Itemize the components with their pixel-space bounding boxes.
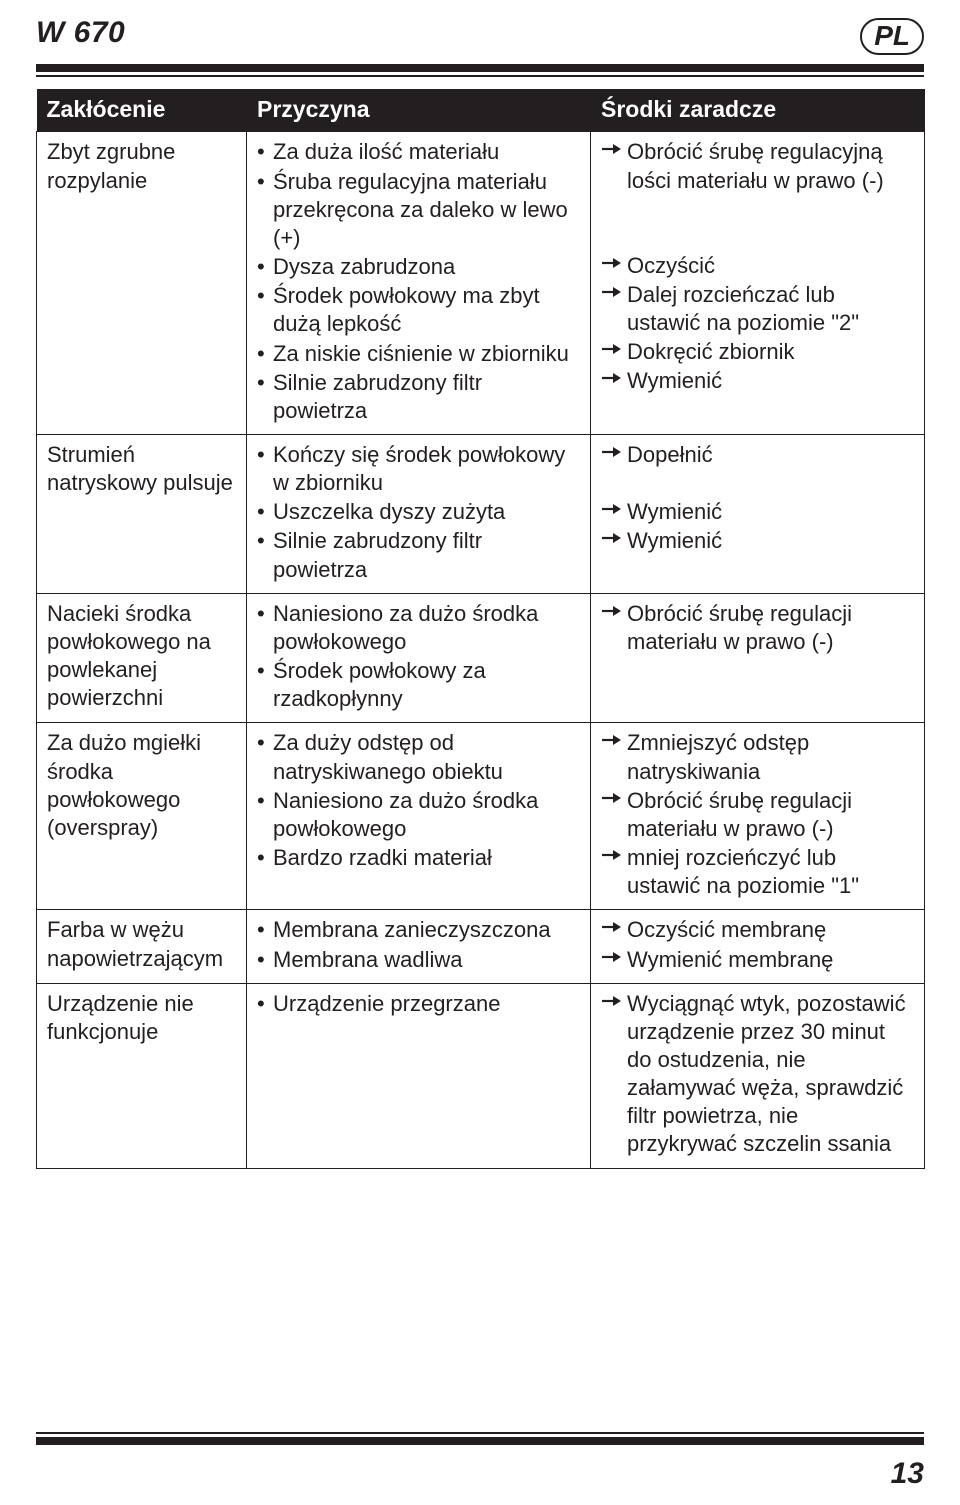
remedy-item: Dokręcić zbiornik [601,338,914,366]
cause-cell: Za duża ilość materiałuŚruba regulacyjna… [247,132,591,435]
cause-item: Silnie zabrudzony filtr powietrza [257,369,580,425]
table-row: Zbyt zgrubne rozpylanieZa duża ilość mat… [37,132,925,435]
remedy-item: Dalej rozcieńczać lub ustawić na poziomi… [601,281,914,337]
issue-cell: Strumień natryskowy pulsuje [37,435,247,594]
remedy-cell: Zmniejszyć odstęp natryskiwaniaObrócić ś… [591,723,925,910]
cause-item: Śruba regulacyjna materiału przekręcona … [257,168,580,252]
table-row: Nacieki środka powłokowego na powlekanej… [37,593,925,723]
arrow-right-icon [601,442,621,464]
cause-item: Dysza zabrudzona [257,253,580,281]
col-issue: Zakłócenie [37,89,247,132]
cause-cell: Za duży odstęp od natryskiwanego obiektu… [247,723,591,910]
remedy-item: Wymienić [601,498,914,526]
table-row: Urządzenie nie funkcjonuje Urządzenie prz… [37,983,925,1168]
remedy-item: Dopełnić [601,441,914,469]
arrow-right-icon [601,139,621,161]
remedy-cell: Dopełnić WymienićWymienić [591,435,925,594]
arrow-right-icon [601,601,621,623]
cause-cell: Kończy się środek powłokowy w zbiornikuU… [247,435,591,594]
arrow-right-icon [601,499,621,521]
remedy-cell: Obrócić śrubę regulacji materiału w praw… [591,593,925,723]
table-row: Farba w wężu napowietrzającymMembrana za… [37,910,925,983]
arrow-right-icon [601,788,621,810]
language-badge: PL [860,18,924,55]
cause-item: Membrana zanieczyszczona [257,916,580,944]
remedy-item: Wymienić membranę [601,946,914,974]
arrow-right-icon [601,845,621,867]
table-row: Strumień natryskowy pulsujeKończy się śr… [37,435,925,594]
troubleshooting-table: Zakłócenie Przyczyna Środki zaradcze Zby… [36,89,925,1169]
arrow-right-icon [601,253,621,275]
remedy-item: Obrócić śrubę regulacji materiału w praw… [601,787,914,843]
remedy-cell: Oczyścić membranęWymienić membranę [591,910,925,983]
page-number: 13 [891,1457,924,1491]
arrow-right-icon [601,991,621,1013]
model-label: W 670 [36,18,125,48]
remedy-item: Obrócić śrubę regulacji materiału w praw… [601,600,914,656]
cause-item: Kończy się środek powłokowy w zbiorniku [257,441,580,497]
table-row: Za dużo mgiełki środka powłokowego (over… [37,723,925,910]
arrow-right-icon [601,368,621,390]
remedy-item: Zmniejszyć odstęp natryskiwania [601,729,914,785]
cause-cell: Membrana zanieczyszczonaMembrana wadliwa [247,910,591,983]
remedy-item: Wymienić [601,527,914,555]
issue-cell: Farba w wężu napowietrzającym [37,910,247,983]
arrow-right-icon [601,339,621,361]
table-header-row: Zakłócenie Przyczyna Środki zaradcze [37,89,925,132]
remedy-item: Wymienić [601,367,914,395]
issue-cell: Za dużo mgiełki środka powłokowego (over… [37,723,247,910]
cause-item: Uszczelka dyszy zużyta [257,498,580,526]
cause-item: Bardzo rzadki materiał [257,844,580,872]
cause-item: Środek powłokowy za rzadkopłynny [257,657,580,713]
issue-cell: Urządzenie nie funkcjonuje [37,983,247,1168]
remedy-item: Oczyścić membranę [601,916,914,944]
cause-item: Za duży odstęp od natryskiwanego obiektu [257,729,580,785]
col-remedy: Środki zaradcze [591,89,925,132]
issue-cell: Nacieki środka powłokowego na powlekanej… [37,593,247,723]
footer-rule [36,1432,924,1445]
arrow-right-icon [601,917,621,939]
arrow-right-icon [601,528,621,550]
cause-item: Za duża ilość materiału [257,138,580,166]
cause-item: Urządzenie przegrzane [257,990,580,1018]
cause-item: Środek powłokowy ma zbyt dużą lepkość [257,282,580,338]
cause-cell: Naniesiono za dużo środka powłokowegoŚro… [247,593,591,723]
remedy-item: mniej rozcieńczyć lub ustawić na poziomi… [601,844,914,900]
cause-item: Membrana wadliwa [257,946,580,974]
arrow-right-icon [601,947,621,969]
cause-cell: Urządzenie przegrzane [247,983,591,1168]
cause-item: Za niskie ciśnienie w zbiorniku [257,340,580,368]
remedy-item: Oczyścić [601,252,914,280]
issue-cell: Zbyt zgrubne rozpylanie [37,132,247,435]
cause-item: Naniesiono za dużo środka powłokowego [257,600,580,656]
cause-item: Naniesiono za dużo środka powłokowego [257,787,580,843]
arrow-right-icon [601,282,621,304]
remedy-item: Obrócić śrubę regulacyjną lości materiał… [601,138,914,194]
header-rule [36,64,924,77]
remedy-cell: Wyciągnąć wtyk, pozostawić urządzenie pr… [591,983,925,1168]
col-cause: Przyczyna [247,89,591,132]
cause-item: Silnie zabrudzony filtr powietrza [257,527,580,583]
arrow-right-icon [601,730,621,752]
remedy-item: Wyciągnąć wtyk, pozostawić urządzenie pr… [601,990,914,1159]
remedy-cell: Obrócić śrubę regulacyjną lości materiał… [591,132,925,435]
